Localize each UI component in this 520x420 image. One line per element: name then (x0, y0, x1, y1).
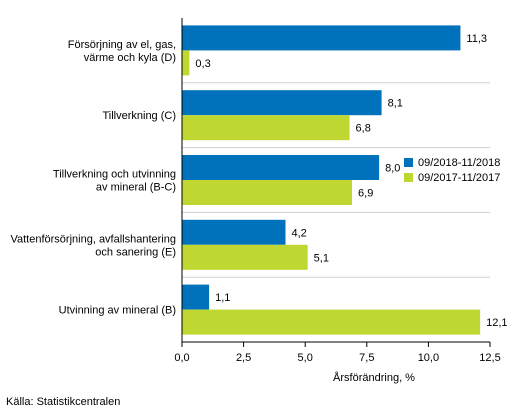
data-label: 4,2 (291, 227, 306, 239)
category-label: Utvinning av mineral (B) (59, 305, 176, 317)
data-label: 5,1 (314, 252, 329, 264)
x-tick-label: 5,0 (298, 352, 313, 364)
bar-series2 (182, 180, 353, 205)
bar-series1 (182, 219, 286, 245)
category-label: Tillverkning och utvinning av mineral (B-… (53, 169, 176, 194)
data-label: 8,0 (385, 163, 400, 175)
bar-series1 (182, 25, 461, 51)
bar-series1 (182, 155, 380, 180)
data-label: 6,8 (356, 123, 371, 135)
bar-series2 (182, 309, 481, 335)
data-label: 6,9 (358, 188, 373, 200)
x-axis-title: Årsförändring, % (333, 371, 415, 384)
x-tick-label: 7,5 (359, 352, 374, 364)
bar-series1 (182, 284, 210, 310)
data-label: 1,1 (215, 292, 230, 304)
category-label: Försörjning av el, gas, värme och kyla (D… (68, 39, 176, 64)
category-label: Tillverkning (C) (102, 110, 176, 122)
data-label: 11,3 (466, 33, 487, 45)
legend-swatch (404, 173, 413, 182)
bar-series2 (182, 244, 308, 270)
x-tick-label: 2,5 (236, 352, 251, 364)
bar-series2 (182, 50, 190, 76)
data-label: 8,1 (388, 98, 403, 110)
source-note: Källa: Statistikcentralen (6, 396, 121, 408)
legend-label: 09/2018-11/2018 (418, 157, 500, 169)
bar-series2 (182, 115, 350, 141)
legend-swatch (404, 158, 413, 167)
bar-series1 (182, 90, 382, 116)
data-label: 0,3 (195, 58, 210, 70)
x-tick-label: 10,0 (418, 352, 439, 364)
legend-label: 09/2017-11/2017 (418, 172, 500, 184)
x-tick-label: 0,0 (174, 352, 189, 364)
category-label: Vattenförsörjning, avfallshantering och s… (10, 233, 176, 258)
x-tick-label: 12,5 (479, 352, 500, 364)
data-label: 12,1 (486, 317, 507, 329)
